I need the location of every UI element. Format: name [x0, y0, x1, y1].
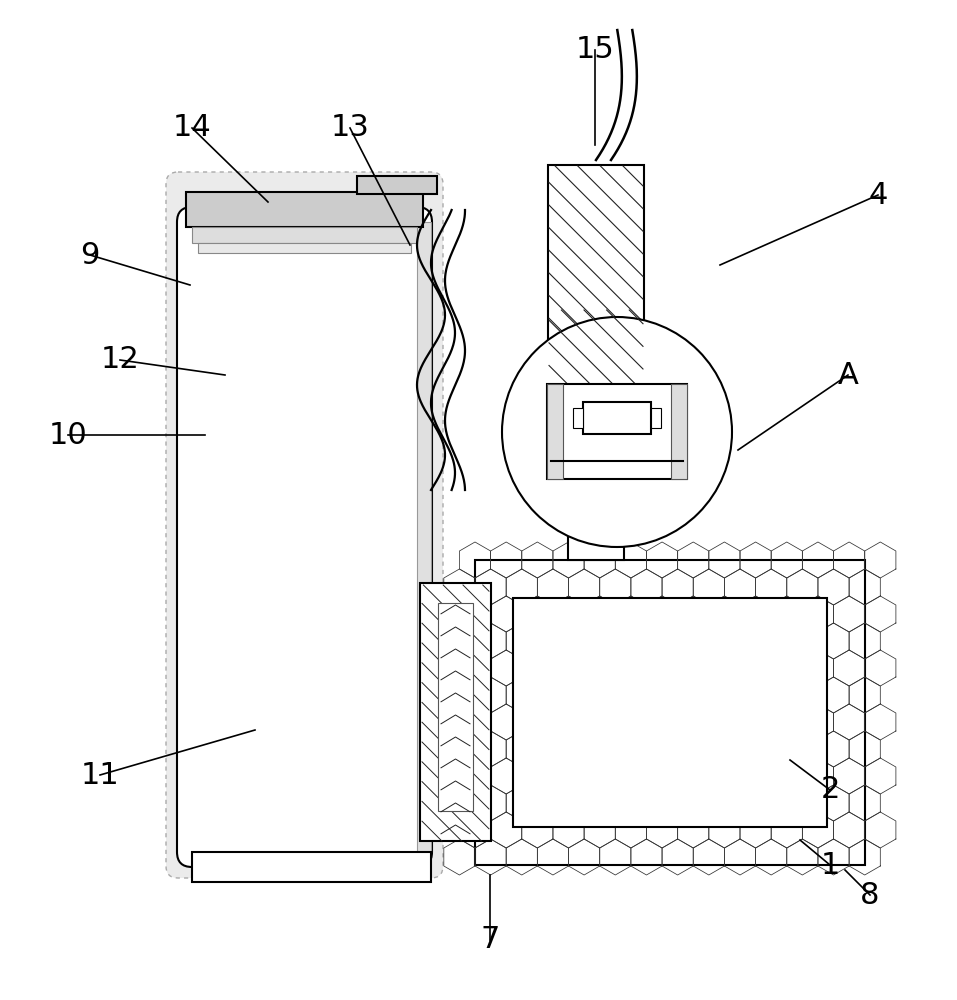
Text: 7: 7 [480, 926, 500, 954]
Text: A: A [837, 360, 858, 389]
Bar [513, 598, 827, 827]
Circle shape [502, 317, 732, 547]
Bar [547, 384, 563, 479]
Bar [671, 384, 687, 479]
Text: 4: 4 [868, 180, 888, 210]
Text: 13: 13 [330, 113, 369, 142]
Bar [192, 852, 431, 882]
FancyBboxPatch shape [177, 207, 432, 867]
Text: 9: 9 [80, 240, 100, 269]
Bar [651, 408, 661, 428]
Bar [417, 222, 431, 852]
Text: 8: 8 [860, 880, 879, 910]
Text: 10: 10 [49, 420, 87, 450]
Bar [547, 384, 687, 479]
Text: 2: 2 [820, 776, 839, 804]
Bar [438, 603, 473, 811]
Text: 11: 11 [80, 760, 120, 790]
Bar [583, 402, 651, 434]
Text: 1: 1 [820, 850, 839, 880]
Bar [192, 227, 417, 243]
Text: 12: 12 [100, 346, 140, 374]
FancyBboxPatch shape [166, 172, 443, 878]
Bar [573, 408, 583, 428]
Bar [357, 176, 437, 194]
Bar [548, 165, 644, 455]
Text: 14: 14 [172, 113, 211, 142]
Text: 15: 15 [575, 35, 614, 64]
Bar [420, 583, 491, 841]
Bar [475, 560, 865, 865]
Bar [538, 449, 654, 471]
Bar [186, 192, 423, 227]
Bar [568, 471, 624, 560]
Bar [198, 243, 411, 253]
